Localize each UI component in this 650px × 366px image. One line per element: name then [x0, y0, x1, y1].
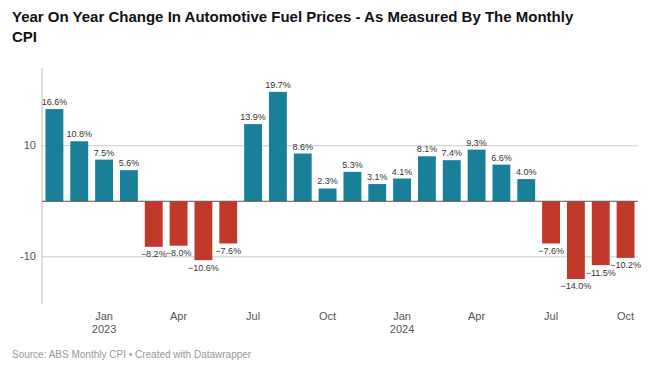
- bar: [343, 172, 361, 201]
- bar: [70, 141, 88, 201]
- bar: [592, 201, 610, 265]
- bar: [194, 201, 212, 260]
- data-label: 3.1%: [367, 172, 388, 182]
- data-label: 7.4%: [441, 148, 462, 158]
- data-label: −7.6%: [538, 246, 564, 256]
- x-tick-label: Jan2024: [390, 310, 414, 335]
- bar: [45, 109, 63, 201]
- bar: [244, 124, 262, 201]
- bar: [542, 201, 560, 243]
- bars: [45, 92, 634, 279]
- bar: [319, 188, 337, 201]
- data-label: −7.6%: [215, 246, 241, 256]
- data-label: 4.0%: [516, 167, 537, 177]
- bar: [393, 179, 411, 202]
- bar: [567, 201, 585, 279]
- data-label: 8.6%: [292, 142, 313, 152]
- grid-line: [42, 145, 638, 146]
- data-label: 6.6%: [491, 153, 512, 163]
- title: Year On Year Change In Automotive Fuel P…: [12, 8, 574, 45]
- x-tick-label: Apr: [468, 310, 485, 322]
- bar: [492, 165, 510, 202]
- data-label: 2.3%: [317, 176, 338, 186]
- bar: [120, 170, 138, 201]
- x-tick-label: Jan2023: [92, 310, 116, 335]
- x-tick-label: Jul: [246, 310, 260, 322]
- y-tick-label: 10: [24, 139, 36, 151]
- baseline: [42, 201, 638, 202]
- data-label: 5.3%: [342, 160, 363, 170]
- grid-line: [42, 256, 638, 257]
- data-label: 9.3%: [466, 138, 487, 148]
- bar: [617, 201, 635, 258]
- bar: [269, 92, 287, 201]
- bar: [468, 150, 486, 202]
- bar: [170, 201, 188, 245]
- bar: [145, 201, 163, 247]
- data-label: 4.1%: [392, 167, 413, 177]
- chart: Year On Year Change In Automotive Fuel P…: [0, 0, 650, 366]
- y-tick-label: -10: [20, 250, 36, 262]
- data-label: −10.6%: [188, 263, 219, 273]
- data-label: 19.7%: [265, 80, 291, 90]
- bar: [418, 156, 436, 201]
- bar: [95, 160, 113, 202]
- grid: [42, 146, 638, 257]
- data-label: 16.6%: [42, 97, 68, 107]
- data-label: 10.8%: [66, 129, 92, 139]
- bar: [219, 201, 237, 243]
- x-tick-label: Jul: [544, 310, 558, 322]
- bar: [368, 184, 386, 201]
- bar: [443, 160, 461, 201]
- data-label: −10.2%: [610, 260, 641, 270]
- background: [0, 0, 650, 366]
- data-label: −8.2%: [141, 249, 167, 259]
- x-tick-label: Oct: [319, 310, 336, 322]
- x-tick-label: Apr: [170, 310, 187, 322]
- data-label: 7.5%: [94, 148, 115, 158]
- data-label: 13.9%: [240, 112, 266, 122]
- bar: [294, 154, 312, 202]
- data-label: 8.1%: [417, 144, 438, 154]
- x-tick-label: Oct: [617, 310, 634, 322]
- data-label: 5.6%: [119, 158, 140, 168]
- bar: [517, 179, 535, 201]
- data-label: −14.0%: [561, 281, 592, 291]
- source: Source: ABS Monthly CPI • Created with D…: [12, 349, 252, 360]
- data-label: −8.0%: [166, 248, 192, 258]
